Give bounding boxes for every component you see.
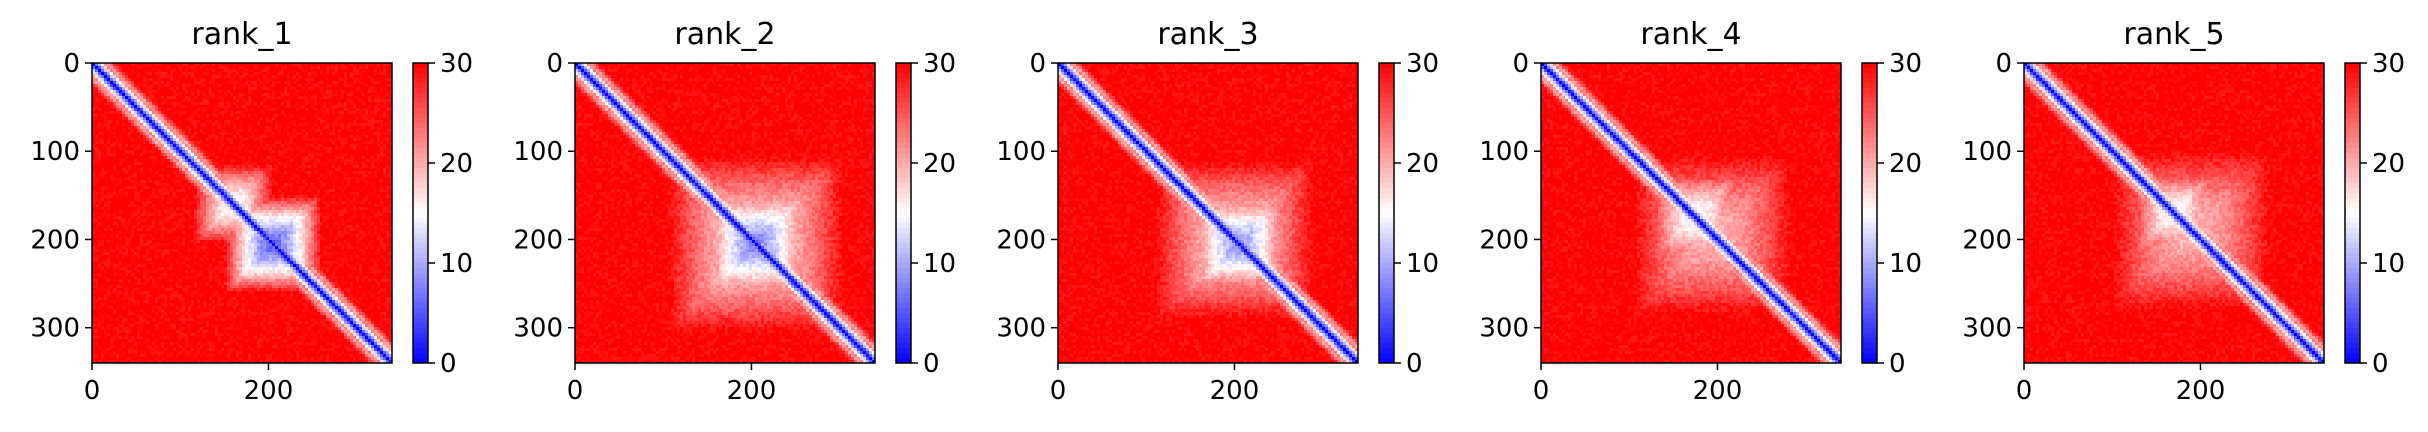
colorbar-tick-label: 0 xyxy=(1406,349,1423,379)
colorbar-tick-label: 10 xyxy=(1889,249,1922,279)
colorbar-tick-label: 30 xyxy=(1889,49,1922,79)
colorbar-tick-label: 30 xyxy=(440,49,473,79)
heatmap-cells xyxy=(1058,63,1358,363)
y-tick-label: 100 xyxy=(513,137,563,167)
colorbar-tick-label: 10 xyxy=(2372,249,2405,279)
y-tick-label: 200 xyxy=(1479,225,1529,255)
panel-title: rank_3 xyxy=(1157,17,1258,52)
x-tick-label: 0 xyxy=(1050,376,1067,406)
heatmap-panel-4: rank_4 0 100 200 300 0 200 0 10 20 30 xyxy=(1479,17,1922,406)
colorbar-tick-label: 30 xyxy=(2372,49,2405,79)
colorbar-tick-label: 10 xyxy=(923,249,956,279)
x-tick-label: 0 xyxy=(1533,376,1550,406)
colorbar-tick-label: 20 xyxy=(440,149,473,179)
y-tick-label: 300 xyxy=(30,314,80,344)
x-tick-label: 200 xyxy=(1693,376,1743,406)
colorbar-tick-label: 20 xyxy=(2372,149,2405,179)
y-tick-label: 300 xyxy=(996,314,1046,344)
colorbar-tick-label: 0 xyxy=(2372,349,2389,379)
colorbar-tick-label: 20 xyxy=(1889,149,1922,179)
x-tick-label: 0 xyxy=(2016,376,2033,406)
x-tick-label: 0 xyxy=(84,376,101,406)
heatmap-cells xyxy=(1541,63,1841,363)
y-tick-label: 200 xyxy=(513,225,563,255)
x-tick-label: 200 xyxy=(244,376,294,406)
panel-title: rank_2 xyxy=(674,17,775,52)
y-tick-label: 200 xyxy=(1962,225,2012,255)
colorbar: 0 10 20 30 xyxy=(2345,49,2405,379)
colorbar-tick-label: 30 xyxy=(923,49,956,79)
heatmap-panel-3: rank_3 0 100 200 300 0 200 0 10 20 30 xyxy=(996,17,1439,406)
heatmap-cells xyxy=(2024,63,2324,363)
y-tick-label: 300 xyxy=(1962,314,2012,344)
colorbar-tick-label: 0 xyxy=(923,349,940,379)
colorbar-tick-label: 30 xyxy=(1406,49,1439,79)
y-tick-label: 0 xyxy=(63,49,80,79)
y-tick-label: 200 xyxy=(30,225,80,255)
colorbar: 0 10 20 30 xyxy=(413,49,473,379)
y-tick-label: 300 xyxy=(1479,314,1529,344)
colorbar-tick-label: 10 xyxy=(1406,249,1439,279)
colorbar-tick-label: 0 xyxy=(440,349,457,379)
colorbar-tick-label: 0 xyxy=(1889,349,1906,379)
y-tick-label: 0 xyxy=(1995,49,2012,79)
heatmap-panel-1: rank_1 0 100 200 300 0 200 0 10 20 30 xyxy=(30,17,473,406)
colorbar: 0 10 20 30 xyxy=(896,49,956,379)
x-tick-label: 200 xyxy=(2176,376,2226,406)
heatmap-cells xyxy=(575,63,875,363)
panel-title: rank_4 xyxy=(1640,17,1741,52)
heatmap-panel-5: rank_5 0 100 200 300 0 200 0 10 20 30 xyxy=(1962,17,2405,406)
colorbar: 0 10 20 30 xyxy=(1379,49,1439,379)
y-tick-label: 0 xyxy=(546,49,563,79)
y-tick-label: 100 xyxy=(1962,137,2012,167)
y-tick-label: 200 xyxy=(996,225,1046,255)
panel-title: rank_1 xyxy=(191,17,292,52)
heatmap-panel-2: rank_2 0 100 200 300 0 200 0 10 20 30 xyxy=(513,17,956,406)
x-tick-label: 200 xyxy=(727,376,777,406)
x-tick-label: 200 xyxy=(1210,376,1260,406)
colorbar-tick-label: 10 xyxy=(440,249,473,279)
panel-title: rank_5 xyxy=(2123,17,2224,52)
colorbar-tick-label: 20 xyxy=(1406,149,1439,179)
heatmap-cells xyxy=(92,63,392,363)
y-tick-label: 100 xyxy=(1479,137,1529,167)
colorbar: 0 10 20 30 xyxy=(1862,49,1922,379)
y-tick-label: 0 xyxy=(1029,49,1046,79)
y-tick-label: 100 xyxy=(30,137,80,167)
colorbar-tick-label: 20 xyxy=(923,149,956,179)
y-tick-label: 0 xyxy=(1512,49,1529,79)
x-tick-label: 0 xyxy=(567,376,584,406)
y-tick-label: 300 xyxy=(513,314,563,344)
y-tick-label: 100 xyxy=(996,137,1046,167)
